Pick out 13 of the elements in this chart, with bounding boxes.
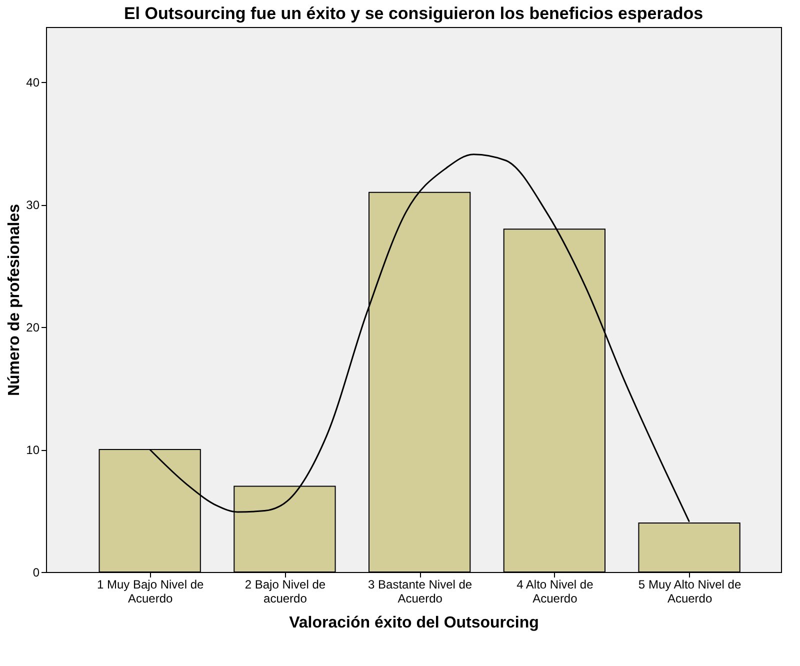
x-tick-label: 2 Bajo Nivel de acuerdo [244, 578, 326, 606]
y-tick-label: 20 [26, 320, 40, 335]
x-tick-label: 3 Bastante Nivel de Acuerdo [368, 578, 472, 606]
y-axis-title: Número de profesionales [6, 204, 24, 396]
x-tick-label: 5 Muy Alto Nivel de Acuerdo [638, 578, 742, 606]
x-tick-label: 4 Alto Nivel de Acuerdo [516, 578, 594, 606]
y-tick-label: 40 [26, 76, 40, 90]
y-tick-label: 30 [26, 198, 40, 212]
y-tick-label: 10 [26, 443, 40, 458]
y-tick-label: 0 [32, 566, 40, 580]
x-axis-title: Valoración éxito del Outsourcing [289, 614, 539, 632]
chart-title: El Outsourcing fue un éxito y se consiguieron los beneficios esperados [124, 4, 704, 23]
x-tick-label: 1 Muy Bajo Nivel de Acuerdo [96, 578, 204, 606]
